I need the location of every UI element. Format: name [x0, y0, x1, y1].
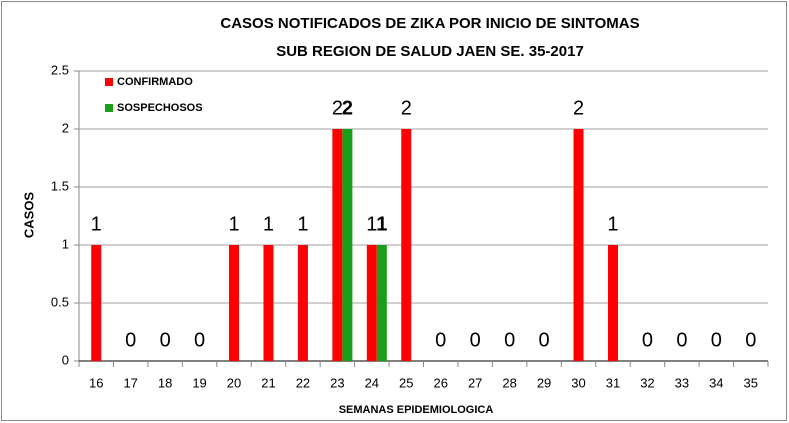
data-label: 0 [745, 329, 756, 351]
legend-swatch [105, 78, 113, 86]
y-tick-label: 2 [62, 120, 69, 135]
x-tick-label: 35 [744, 375, 758, 390]
data-label: 2 [573, 97, 584, 119]
legend-label: SOSPECHOSOS [117, 102, 203, 114]
y-tick-label: 0 [62, 352, 69, 367]
x-tick-label: 19 [192, 375, 206, 390]
y-tick-label: 1.5 [51, 178, 69, 193]
y-tick-label: 0.5 [51, 294, 69, 309]
bar [573, 129, 584, 361]
data-label: 0 [539, 329, 550, 351]
data-label: 2 [342, 97, 353, 119]
x-tick-label: 21 [261, 375, 275, 390]
x-tick-label: 30 [571, 375, 585, 390]
x-tick-label: 16 [89, 375, 103, 390]
x-tick-label: 23 [330, 375, 344, 390]
x-tick-label: 26 [433, 375, 447, 390]
bar [607, 245, 618, 361]
chart-title: CASOS NOTIFICADOS DE ZIKA POR INICIO DE … [220, 15, 639, 32]
x-tick-label: 33 [675, 375, 689, 390]
data-label: 1 [607, 213, 618, 235]
bar [91, 245, 102, 361]
y-tick-label: 1 [62, 236, 69, 251]
data-label: 0 [125, 329, 136, 351]
x-tick-label: 31 [606, 375, 620, 390]
data-label: 2 [332, 97, 343, 119]
data-label: 1 [263, 213, 274, 235]
x-tick-label: 27 [468, 375, 482, 390]
chart-subtitle: SUB REGION DE SALUD JAEN SE. 35-2017 [276, 43, 584, 60]
data-label: 1 [366, 213, 377, 235]
bar [401, 129, 412, 361]
data-label: 0 [642, 329, 653, 351]
x-tick-label: 24 [365, 375, 379, 390]
data-label: 0 [711, 329, 722, 351]
y-tick-label: 2.5 [51, 62, 69, 77]
bar [342, 129, 353, 361]
x-tick-label: 29 [537, 375, 551, 390]
bar [297, 245, 308, 361]
data-label: 2 [401, 97, 412, 119]
bar [229, 245, 240, 361]
bar [263, 245, 274, 361]
x-tick-label: 25 [399, 375, 413, 390]
data-label: 0 [676, 329, 687, 351]
bar [332, 129, 343, 361]
x-tick-label: 34 [709, 375, 723, 390]
data-label: 1 [228, 213, 239, 235]
data-label: 0 [160, 329, 171, 351]
legend-swatch [105, 104, 113, 112]
data-label: 0 [194, 329, 205, 351]
x-tick-label: 22 [296, 375, 310, 390]
x-tick-label: 17 [123, 375, 137, 390]
legend-label: CONFIRMADO [117, 76, 193, 88]
x-axis-label: SEMANAS EPIDEMIOLOGICA [339, 404, 494, 416]
x-tick-label: 20 [227, 375, 241, 390]
x-tick-label: 28 [502, 375, 516, 390]
data-label: 1 [376, 213, 387, 235]
y-axis-label: CASOS [21, 192, 36, 239]
data-label: 0 [470, 329, 481, 351]
bar [366, 245, 377, 361]
data-label: 1 [91, 213, 102, 235]
data-label: 1 [297, 213, 308, 235]
x-tick-label: 18 [158, 375, 172, 390]
data-label: 0 [504, 329, 515, 351]
x-tick-label: 32 [640, 375, 654, 390]
bar [376, 245, 387, 361]
data-label: 0 [435, 329, 446, 351]
